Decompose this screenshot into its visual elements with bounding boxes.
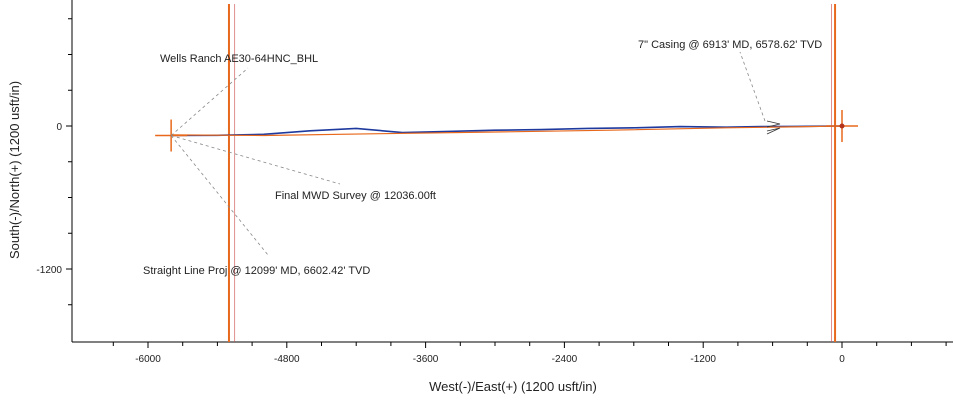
annotation-label: Straight Line Proj @ 12099' MD, 6602.42'… bbox=[143, 265, 370, 277]
x-tick-label: -6000 bbox=[135, 354, 161, 365]
y-tick-label: -1200 bbox=[36, 265, 62, 276]
x-tick-label: -3600 bbox=[413, 354, 439, 365]
casing-symbol-bottom bbox=[766, 127, 781, 135]
casing-symbol-top bbox=[766, 120, 781, 128]
annotation-label: Wells Ranch AE30-64HNC_BHL bbox=[160, 53, 318, 65]
surface-location-dot bbox=[839, 123, 845, 129]
annotation-leader bbox=[739, 51, 766, 122]
series-plan-path bbox=[171, 125, 843, 137]
x-tick-label: 0 bbox=[839, 354, 845, 365]
x-tick-label: -1200 bbox=[690, 354, 716, 365]
annotation-label: Final MWD Survey @ 12036.00ft bbox=[275, 190, 436, 202]
y-axis-title: South(-)/North(+) (1200 usft/in) bbox=[7, 81, 22, 259]
annotation-leader bbox=[170, 67, 249, 136]
x-tick-label: -4800 bbox=[274, 354, 300, 365]
annotation-leader bbox=[170, 135, 269, 256]
annotation-label: 7" Casing @ 6913' MD, 6578.62' TVD bbox=[638, 39, 822, 51]
annotation-leader bbox=[171, 135, 341, 185]
series-actual-path bbox=[171, 125, 843, 137]
x-axis-title: West(-)/East(+) (1200 usft/in) bbox=[429, 379, 597, 394]
x-tick-label: -2400 bbox=[552, 354, 578, 365]
y-tick-label: 0 bbox=[56, 122, 62, 133]
